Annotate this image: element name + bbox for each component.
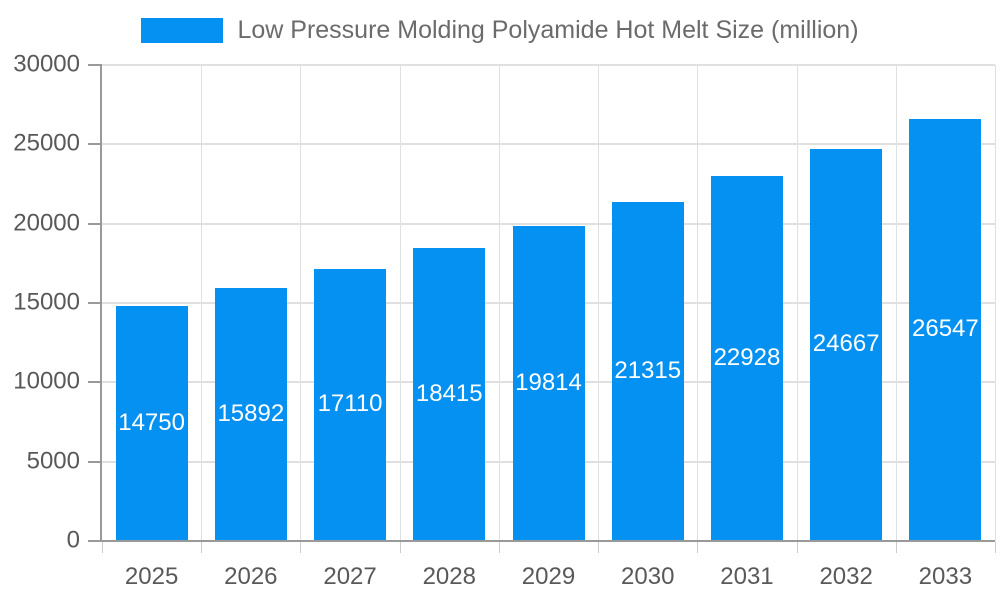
bar-value-label: 24667 bbox=[812, 330, 880, 358]
y-tick-label: 30000 bbox=[13, 50, 80, 78]
y-axis-tick bbox=[88, 540, 102, 542]
x-tick-label: 2027 bbox=[323, 563, 377, 590]
x-tick-label: 2031 bbox=[720, 563, 774, 590]
x-axis-tick bbox=[102, 542, 103, 553]
v-gridline bbox=[796, 65, 798, 541]
y-axis-tick bbox=[88, 460, 102, 463]
bar-2027 bbox=[314, 268, 387, 540]
v-gridline bbox=[399, 65, 401, 541]
bar-value-label: 17110 bbox=[317, 390, 383, 418]
h-gridline bbox=[102, 143, 995, 146]
v-gridline bbox=[895, 65, 897, 541]
x-axis-tick bbox=[796, 542, 798, 553]
v-gridline bbox=[995, 65, 996, 541]
bar-2026 bbox=[214, 287, 287, 540]
legend-series-label: Low Pressure Molding Polyamide Hot Melt … bbox=[237, 16, 859, 44]
y-tick-label: 25000 bbox=[13, 129, 80, 157]
h-gridline bbox=[102, 222, 995, 225]
y-tick-label: 20000 bbox=[13, 209, 80, 237]
x-axis-tick bbox=[895, 542, 897, 553]
v-gridline bbox=[201, 65, 203, 541]
v-gridline bbox=[697, 65, 699, 541]
bar-value-label: 26547 bbox=[912, 315, 979, 343]
y-tick-label: 15000 bbox=[13, 288, 80, 316]
bar-2028 bbox=[413, 247, 486, 540]
x-tick-label: 2032 bbox=[819, 563, 873, 590]
x-axis-tick bbox=[399, 542, 401, 553]
x-axis-tick bbox=[995, 542, 996, 553]
x-axis-tick bbox=[498, 542, 500, 553]
y-axis-tick bbox=[88, 222, 102, 225]
bar-2032 bbox=[810, 148, 883, 540]
x-axis-line bbox=[100, 540, 995, 542]
bar-2033 bbox=[909, 118, 982, 540]
v-gridline bbox=[598, 65, 600, 541]
y-tick-label: 5000 bbox=[26, 447, 80, 475]
x-tick-label: 2030 bbox=[621, 563, 675, 590]
v-gridline bbox=[300, 65, 302, 541]
x-tick-label: 2026 bbox=[224, 563, 278, 590]
y-axis-tick bbox=[88, 64, 102, 66]
x-axis-tick bbox=[201, 542, 203, 553]
bar-2030 bbox=[611, 201, 684, 540]
legend-item[interactable]: Low Pressure Molding Polyamide Hot Melt … bbox=[0, 16, 1000, 45]
bar-value-label: 18415 bbox=[415, 379, 483, 407]
y-axis-tick bbox=[88, 381, 102, 384]
x-axis-tick bbox=[300, 542, 302, 553]
y-axis-line bbox=[100, 65, 102, 542]
x-tick-label: 2029 bbox=[521, 563, 576, 590]
bar-value-label: 21315 bbox=[614, 356, 682, 384]
x-tick-label: 2025 bbox=[124, 563, 179, 590]
x-axis-tick bbox=[598, 542, 600, 553]
bar-value-label: 22928 bbox=[713, 344, 781, 372]
bar-value-label: 19814 bbox=[515, 368, 582, 396]
legend-color-swatch bbox=[141, 18, 224, 44]
bar-2031 bbox=[710, 176, 783, 540]
x-tick-label: 2028 bbox=[422, 563, 476, 590]
y-axis-tick bbox=[88, 302, 102, 304]
x-tick-label: 2033 bbox=[918, 563, 973, 590]
bar-2025 bbox=[115, 305, 188, 540]
bar-value-label: 15892 bbox=[217, 399, 285, 427]
v-gridline bbox=[498, 65, 500, 541]
h-gridline bbox=[102, 64, 995, 66]
y-axis-tick bbox=[88, 143, 102, 146]
y-tick-label: 0 bbox=[66, 526, 80, 554]
bar-value-label: 14750 bbox=[118, 408, 185, 436]
x-axis-tick bbox=[697, 542, 699, 553]
bar-2029 bbox=[512, 225, 585, 540]
y-tick-label: 10000 bbox=[13, 367, 80, 395]
